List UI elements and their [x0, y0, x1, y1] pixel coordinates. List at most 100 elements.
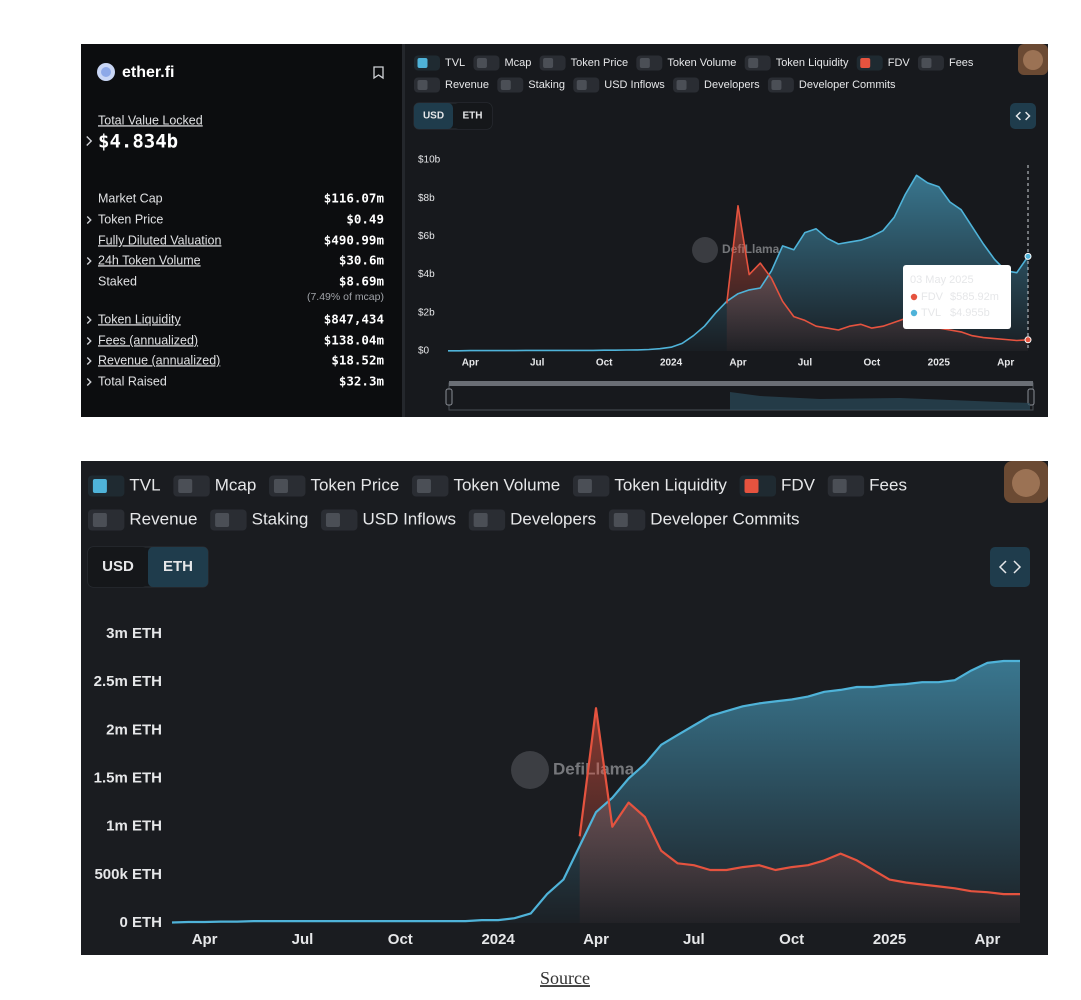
info-panel	[81, 44, 402, 417]
tooltip-value: $4.955b	[950, 307, 990, 319]
x-tick-label: Jul	[292, 931, 314, 948]
embed-button[interactable]	[990, 547, 1030, 587]
currency-button[interactable]	[148, 547, 208, 587]
legend-swatch	[92, 513, 107, 527]
series-area	[726, 205, 1028, 351]
legend-label: Token Liquidity	[776, 57, 849, 69]
legend-label: TVL	[445, 57, 465, 69]
legend-label: Revenue	[129, 509, 197, 528]
legend-label: Mcap	[504, 57, 531, 69]
range-brush[interactable]	[445, 381, 1035, 411]
legend-label: Fees	[949, 57, 974, 69]
tooltip-date: 03 May 2025	[910, 274, 974, 286]
legend-label: Developer Commits	[799, 79, 896, 91]
legend-label: Token Price	[571, 57, 628, 69]
legend-swatch	[500, 80, 511, 90]
legend-label: Revenue	[445, 79, 489, 91]
metric-label: Market Cap	[98, 191, 163, 205]
divider	[402, 44, 405, 417]
legend-swatch	[832, 479, 847, 493]
chevron[interactable]	[86, 136, 93, 146]
metric-label: Total Raised	[98, 374, 167, 388]
currency-button[interactable]	[88, 547, 148, 587]
series-area	[579, 708, 1020, 923]
y-tick-label: 1m ETH	[106, 818, 162, 835]
legend-label: Developers	[510, 509, 596, 528]
legend-label: Developers	[704, 79, 760, 91]
metric-label: Staked	[98, 274, 137, 288]
y-tick-label: 2.5m ETH	[94, 673, 162, 690]
legend-swatch	[416, 479, 431, 493]
series-line	[171, 659, 1020, 924]
legend-swatch	[576, 80, 587, 90]
legend-swatch	[676, 80, 687, 90]
legend-swatch	[417, 58, 428, 68]
hover-point	[1024, 252, 1032, 260]
metric-value: $490.99m	[324, 233, 385, 248]
x-tick-label: 2024	[481, 931, 515, 948]
x-tick-label: Oct	[779, 931, 804, 948]
chevron[interactable]	[86, 257, 92, 265]
legend-label: Token Price	[310, 475, 399, 494]
legend-swatch	[744, 479, 759, 493]
x-tick-label: Oct	[864, 358, 881, 369]
metric-value: $18.52m	[331, 353, 384, 368]
legend-swatch	[273, 479, 288, 493]
legend-label: Developer Commits	[650, 509, 799, 528]
x-tick-label: Apr	[997, 358, 1014, 369]
metric-label: Token Liquidity	[98, 312, 181, 326]
legend-swatch	[860, 58, 871, 68]
x-tick-label: Jul	[798, 358, 813, 369]
bookmark-icon[interactable]	[373, 66, 384, 80]
tooltip-dot	[910, 309, 918, 317]
metric-label: Fully Diluted Valuation	[98, 233, 221, 247]
tooltip-value: $585.92m	[950, 291, 999, 303]
tvl-label: Total Value Locked	[98, 113, 203, 127]
metric-note: (7.49% of mcap)	[307, 291, 384, 303]
tooltip-name: FDV	[921, 291, 944, 303]
watermark-logo	[692, 237, 718, 263]
chevron[interactable]	[86, 216, 92, 224]
y-tick-label: $6b	[418, 231, 435, 242]
tooltip-name: TVL	[921, 307, 941, 319]
metric-value: $0.49	[346, 212, 384, 227]
y-tick-label: $2b	[418, 307, 435, 318]
x-tick-label: 2025	[928, 358, 951, 369]
chevron[interactable]	[86, 337, 92, 345]
series-line	[726, 205, 1029, 342]
chevron[interactable]	[86, 378, 92, 386]
chevron[interactable]	[86, 357, 92, 365]
x-tick-label: Apr	[583, 931, 609, 948]
legend-swatch	[771, 80, 782, 90]
currency-button[interactable]	[453, 103, 492, 129]
x-tick-label: Apr	[729, 358, 746, 369]
legend-swatch	[215, 513, 230, 527]
currency-button[interactable]	[414, 103, 453, 129]
chevron[interactable]	[86, 316, 92, 324]
tooltip-box	[903, 265, 1011, 329]
y-tick-label: 3m ETH	[106, 625, 162, 642]
metric-value: $30.6m	[339, 253, 385, 268]
legend-label: Token Volume	[667, 57, 736, 69]
tooltip-dot	[910, 293, 918, 301]
x-tick-label: Oct	[596, 358, 613, 369]
embed-button[interactable]	[1010, 103, 1036, 129]
avatar-bottom	[1004, 461, 1048, 503]
x-tick-label: Apr	[192, 931, 218, 948]
legend-label: Fees	[869, 475, 907, 494]
legend-label: Token Volume	[453, 475, 560, 494]
watermark-logo	[511, 751, 549, 789]
metric-value: $32.3m	[339, 374, 385, 389]
legend-swatch	[417, 80, 428, 90]
legend-swatch	[577, 479, 592, 493]
legend-label: USD Inflows	[362, 509, 456, 528]
source-link[interactable]: Source	[540, 968, 590, 988]
legend-label: USD Inflows	[604, 79, 665, 91]
x-tick-label: 2025	[873, 931, 906, 948]
embed-icon	[998, 560, 1022, 574]
legend-label: FDV	[888, 57, 911, 69]
legend-label: Token Liquidity	[614, 475, 727, 494]
x-tick-label: Apr	[462, 358, 479, 369]
legend-label: Mcap	[215, 475, 257, 494]
